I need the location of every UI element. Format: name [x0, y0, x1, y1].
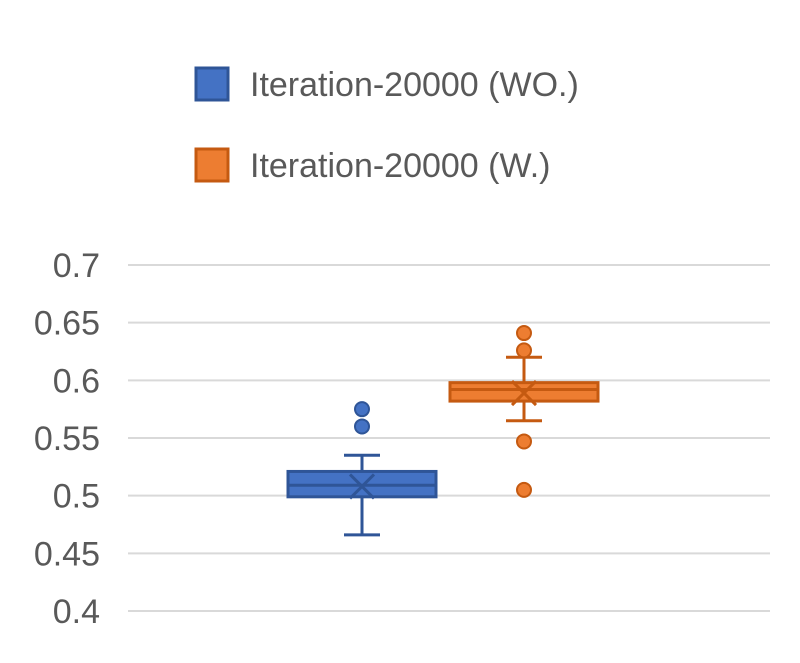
legend-swatch-1	[194, 66, 230, 102]
outlier-point	[354, 418, 370, 435]
legend: Iteration-20000 (WO.) Iteration-20000 (W.…	[194, 66, 579, 185]
outlier-point	[516, 481, 532, 498]
y-tick-label: 0.4	[53, 593, 100, 631]
box-series-2	[448, 325, 600, 498]
outlier-point	[516, 342, 532, 359]
y-tick-label: 0.5	[53, 478, 100, 516]
gridlines	[128, 264, 770, 612]
legend-label-1: Iteration-20000 (WO.)	[250, 66, 579, 104]
y-tick-label: 0.6	[53, 362, 100, 400]
outlier-point	[354, 401, 370, 418]
box-series-1	[286, 401, 438, 537]
y-tick-label: 0.7	[53, 247, 100, 285]
legend-swatch-2	[194, 147, 230, 183]
y-tick-label: 0.55	[34, 420, 100, 458]
outlier-point	[516, 325, 532, 342]
plot-area	[286, 325, 600, 537]
legend-label-2: Iteration-20000 (W.)	[250, 147, 550, 185]
mean-marker	[348, 473, 376, 500]
y-axis: 0.7 0.65 0.6 0.55 0.5 0.45 0.4	[34, 247, 100, 631]
y-tick-label: 0.65	[34, 305, 100, 343]
y-tick-label: 0.45	[34, 535, 100, 573]
mean-marker	[510, 379, 538, 407]
outlier-point	[516, 433, 532, 450]
